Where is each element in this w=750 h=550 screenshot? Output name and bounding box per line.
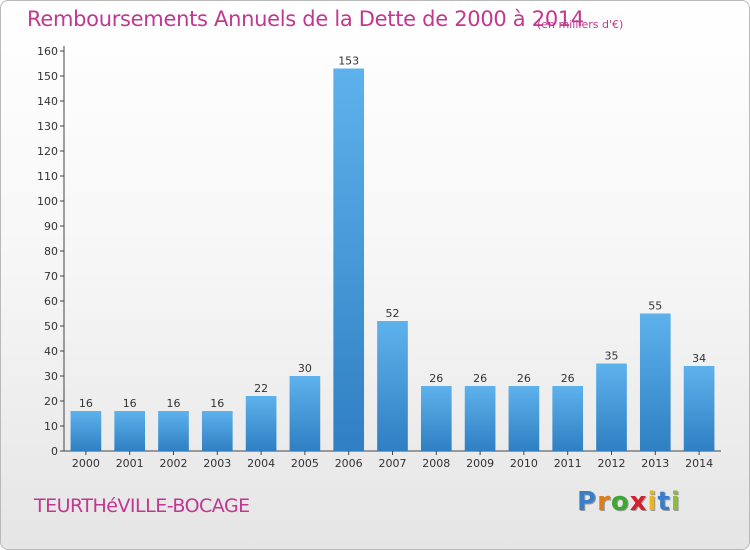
bar-2012 [596, 363, 627, 451]
logo-letter: x [629, 487, 648, 517]
x-tick-label-2001: 2001 [116, 457, 144, 470]
bar-2000 [70, 411, 102, 451]
logo-letter: i [670, 487, 681, 517]
bar-2004 [245, 396, 277, 451]
x-tick-label-2003: 2003 [203, 457, 231, 470]
y-tick-label: 60 [44, 295, 58, 308]
axes: 0 10 20 30 40 50 60 70 80 90 100 110 120 130 140 150 160… [37, 45, 721, 470]
bar-2006 [333, 68, 365, 451]
bar-2009 [464, 386, 496, 451]
x-tick-label-2012: 2012 [598, 457, 626, 470]
y-tick-label: 20 [44, 395, 58, 408]
x-tick-label-2013: 2013 [641, 457, 669, 470]
value-label-2010: 26 [517, 372, 531, 385]
value-label-2003: 16 [210, 397, 224, 410]
y-tick-label: 90 [44, 220, 58, 233]
y-tick-label: 80 [44, 245, 58, 258]
x-tick-label-2011: 2011 [554, 457, 582, 470]
logo-letter: o [610, 487, 630, 517]
value-label-2002: 16 [167, 397, 181, 410]
logo-letter: t [657, 487, 671, 517]
x-tick-label-2010: 2010 [510, 457, 538, 470]
value-label-2014: 34 [692, 352, 706, 365]
y-tick-label: 40 [44, 345, 58, 358]
x-tick-label-2014: 2014 [685, 457, 713, 470]
value-label-2004: 22 [254, 382, 268, 395]
x-tick-label-2008: 2008 [422, 457, 450, 470]
x-tick-label-2000: 2000 [72, 457, 100, 470]
bar-2011 [552, 386, 584, 451]
y-tick-label: 50 [44, 320, 58, 333]
value-label-2007: 52 [386, 307, 400, 320]
y-tick-label: 150 [37, 70, 58, 83]
y-tick-label: 120 [37, 145, 58, 158]
logo-letter: r [597, 487, 611, 517]
bar-2005 [289, 376, 321, 451]
x-tick-label-2005: 2005 [291, 457, 319, 470]
value-label-2013: 55 [648, 300, 662, 313]
bar-2014 [683, 366, 715, 451]
bar-2008 [420, 386, 452, 451]
bar-2002 [158, 411, 189, 451]
chart-unit: (en milliers d'€) [537, 18, 624, 31]
bars: 16 16 16 16 22 30 153 52 26 26 26 26 35 55 34 [70, 55, 715, 451]
y-tick-label: 10 [44, 420, 58, 433]
logo-letter: i [647, 487, 658, 517]
value-label-2006: 153 [338, 55, 359, 68]
x-tick-label-2006: 2006 [335, 457, 363, 470]
commune-name: TEURTHéVILLE-BOCAGE [34, 495, 250, 517]
value-label-2011: 26 [561, 372, 575, 385]
y-tick-label: 160 [37, 45, 58, 58]
logo-letter: P [577, 487, 598, 517]
value-label-2009: 26 [473, 372, 487, 385]
value-label-2001: 16 [123, 397, 137, 410]
value-label-2008: 26 [429, 372, 443, 385]
y-tick-label: 140 [37, 95, 58, 108]
proxiti-logo[interactable]: Proxiti [577, 487, 681, 517]
y-tick-label: 110 [37, 170, 58, 183]
bar-2007 [377, 321, 408, 451]
x-tick-label-2004: 2004 [247, 457, 275, 470]
bar-2003 [201, 411, 233, 451]
chart-title: Remboursements Annuels de la Dette de 20… [27, 7, 584, 31]
value-label-2000: 16 [79, 397, 93, 410]
bar-2013 [639, 313, 671, 451]
x-tick-label-2009: 2009 [466, 457, 494, 470]
x-tick-label-2002: 2002 [160, 457, 188, 470]
y-tick-label: 70 [44, 270, 58, 283]
y-tick-label: 130 [37, 120, 58, 133]
bar-2010 [508, 386, 540, 451]
y-tick-label: 0 [51, 445, 58, 458]
bar-2001 [114, 411, 146, 451]
y-tick-label: 30 [44, 370, 58, 383]
y-tick-label: 100 [37, 195, 58, 208]
value-label-2005: 30 [298, 362, 312, 375]
x-tick-label-2007: 2007 [379, 457, 407, 470]
value-label-2012: 35 [605, 350, 619, 363]
